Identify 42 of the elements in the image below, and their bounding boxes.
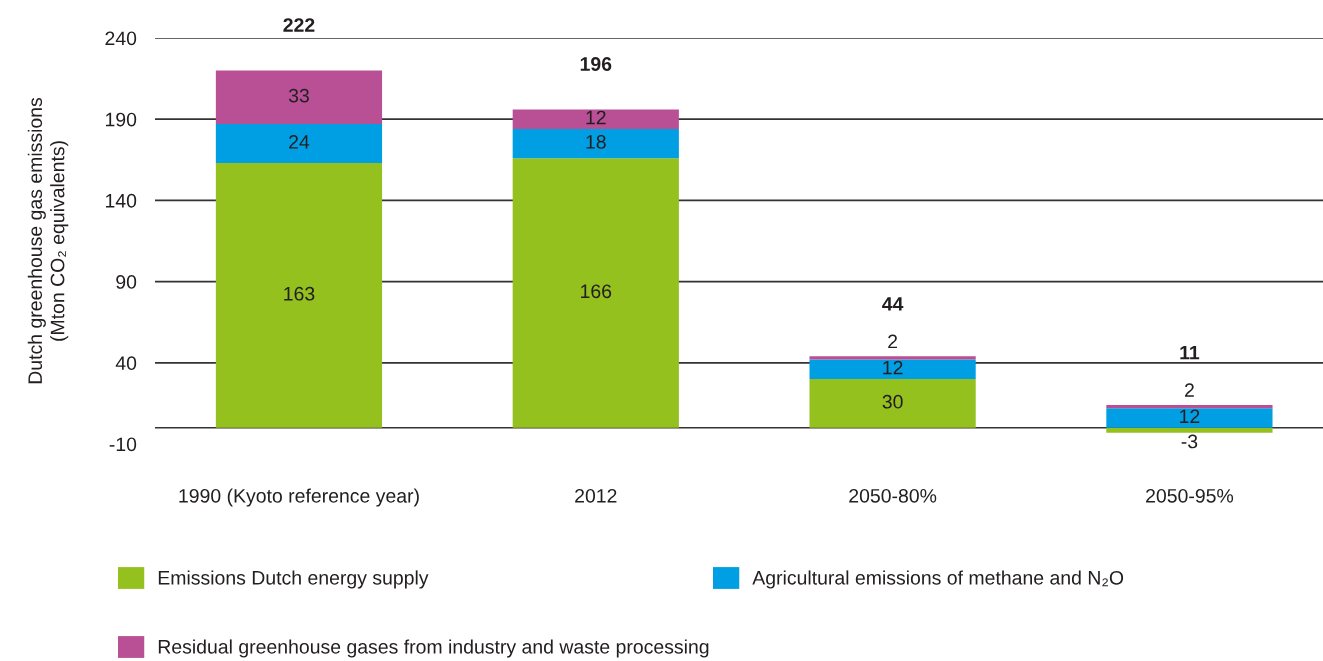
bar (512, 128, 679, 159)
data-label: 12 (586, 110, 606, 125)
x-tick-label: 2050-80% (849, 488, 937, 503)
x-tick-label: 1990 (Kyoto reference year) (179, 488, 419, 507)
data-label: 24 (289, 135, 310, 149)
total-label: 11 (1180, 345, 1200, 360)
bar (809, 379, 976, 428)
bar (809, 359, 976, 380)
data-label: 30 (882, 394, 903, 409)
y-axis-title: Dutch greenhouse gas emissions (Mton CO₂ equivalents) (27, 97, 69, 384)
legend-label: Agricultural emissions of methane and N₂O (752, 570, 1124, 589)
data-label: 2 (1185, 383, 1194, 397)
data-label: 18 (586, 135, 606, 149)
bar (215, 70, 383, 125)
data-label: 12 (883, 360, 903, 375)
data-label: 33 (288, 88, 309, 103)
data-label: 2 (888, 334, 898, 349)
y-tick-label: 240 (105, 31, 137, 46)
x-tick-label: 2012 (575, 488, 617, 503)
bar (215, 124, 383, 164)
bar (512, 158, 679, 428)
data-label: 166 (581, 284, 612, 299)
bar (1106, 405, 1273, 409)
data-label: 163 (284, 286, 315, 301)
bar (1106, 427, 1273, 433)
bar (215, 163, 383, 428)
data-label: -3 (1181, 434, 1198, 449)
y-tick-label: 40 (115, 356, 137, 371)
total-label: 222 (283, 18, 315, 32)
y-tick-label: -10 (109, 437, 137, 452)
legend-label: Emissions Dutch energy supply (158, 570, 429, 589)
bar (1106, 408, 1273, 428)
bar (809, 356, 976, 360)
data-label: 12 (1180, 409, 1200, 424)
total-label: 44 (882, 297, 904, 311)
y-tick-label: 90 (116, 275, 137, 289)
y-tick-label: 140 (105, 193, 137, 208)
bar (512, 109, 679, 129)
x-tick-label: 2050-95% (1146, 488, 1234, 503)
y-tick-label: 190 (105, 112, 137, 127)
legend-label: Residual greenhouse gases from industry and waste processing (158, 639, 709, 658)
total-label: 196 (580, 57, 612, 71)
